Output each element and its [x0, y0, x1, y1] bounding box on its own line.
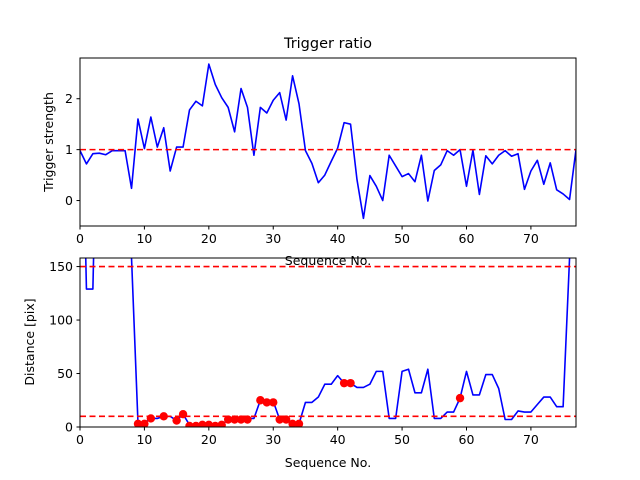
bottom-data-point [211, 421, 220, 427]
top-x-tick-label: 0 [76, 231, 84, 246]
bottom-data-point [172, 416, 181, 425]
bottom-x-tick-label: 20 [201, 432, 217, 447]
bottom-y-tick-label: 150 [49, 259, 73, 274]
top-x-axis-label: Sequence No. [285, 253, 371, 268]
top-ticks: 0 10 20 30 40 50 60 70 0 1 2 [65, 91, 539, 246]
bottom-x-tick-label: 50 [394, 432, 410, 447]
bottom-series-group [80, 258, 576, 427]
bottom-data-point [198, 420, 207, 427]
bottom-data-point [269, 398, 278, 407]
top-axes-frame [79, 57, 577, 227]
bottom-y-axis-label: Distance [pix] [22, 298, 37, 385]
bottom-ticks: 0 10 20 30 40 50 60 70 0 50 100 150 [49, 259, 539, 447]
top-series-line [80, 63, 576, 220]
bottom-data-point [204, 420, 214, 427]
top-x-tick-label: 30 [265, 231, 281, 246]
top-y-tick-label: 0 [65, 193, 73, 208]
bottom-data-point [191, 421, 201, 427]
bottom-data-point [275, 415, 284, 424]
top-y-axis-label: Trigger strength [41, 92, 56, 193]
bottom-x-tick-label: 0 [76, 432, 84, 447]
top-chart-title: Trigger ratio [283, 36, 372, 52]
top-x-tick-label: 70 [523, 231, 539, 246]
top-x-tick-label: 60 [459, 231, 475, 246]
bottom-data-point [140, 419, 149, 427]
top-y-tick-label: 1 [65, 142, 73, 157]
bottom-data-point [256, 396, 265, 405]
bottom-y-tick-label: 0 [65, 420, 73, 435]
bottom-data-point [217, 420, 226, 427]
bottom-data-point [133, 419, 143, 427]
bottom-data-point [262, 398, 272, 407]
top-x-tick-label: 10 [136, 231, 152, 246]
bottom-x-tick-label: 70 [523, 432, 539, 447]
bottom-x-tick-label: 10 [136, 432, 152, 447]
top-x-tick-label: 20 [201, 231, 217, 246]
bottom-y-tick-label: 100 [49, 313, 73, 328]
top-plot-area [80, 63, 576, 220]
bottom-plot-area [80, 258, 576, 427]
bottom-data-point [455, 393, 465, 403]
bottom-data-point [236, 415, 246, 424]
bottom-data-point [294, 419, 304, 427]
bottom-data-point [243, 415, 252, 424]
distance-panel: 0 10 20 30 40 50 60 70 0 50 100 150 Sequence No. Di… [22, 257, 577, 470]
bottom-data-point [346, 378, 355, 388]
top-series-group [80, 63, 576, 220]
bottom-data-point [185, 421, 194, 427]
bottom-x-axis-label: Sequence No. [285, 455, 371, 470]
top-y-tick-label: 2 [65, 91, 73, 106]
top-x-tick-label: 40 [330, 231, 346, 246]
bottom-x-tick-label: 60 [459, 432, 475, 447]
top-x-tick-label: 50 [394, 231, 410, 246]
bottom-data-point [339, 378, 349, 388]
trigger-ratio-panel: Trigger ratio 0 10 20 30 40 50 60 70 0 1 2 Sequenc… [41, 36, 577, 268]
bottom-y-tick-label: 50 [57, 366, 73, 381]
bottom-data-point [223, 415, 233, 424]
bottom-data-point [178, 409, 188, 419]
bottom-data-point [230, 415, 239, 424]
bottom-data-point [159, 412, 168, 421]
bottom-data-point [288, 419, 297, 427]
bottom-data-point [281, 415, 291, 424]
bottom-x-tick-label: 40 [330, 432, 346, 447]
bottom-axes-frame [79, 257, 577, 428]
bottom-x-tick-label: 30 [265, 432, 281, 447]
bottom-data-point [146, 414, 156, 423]
